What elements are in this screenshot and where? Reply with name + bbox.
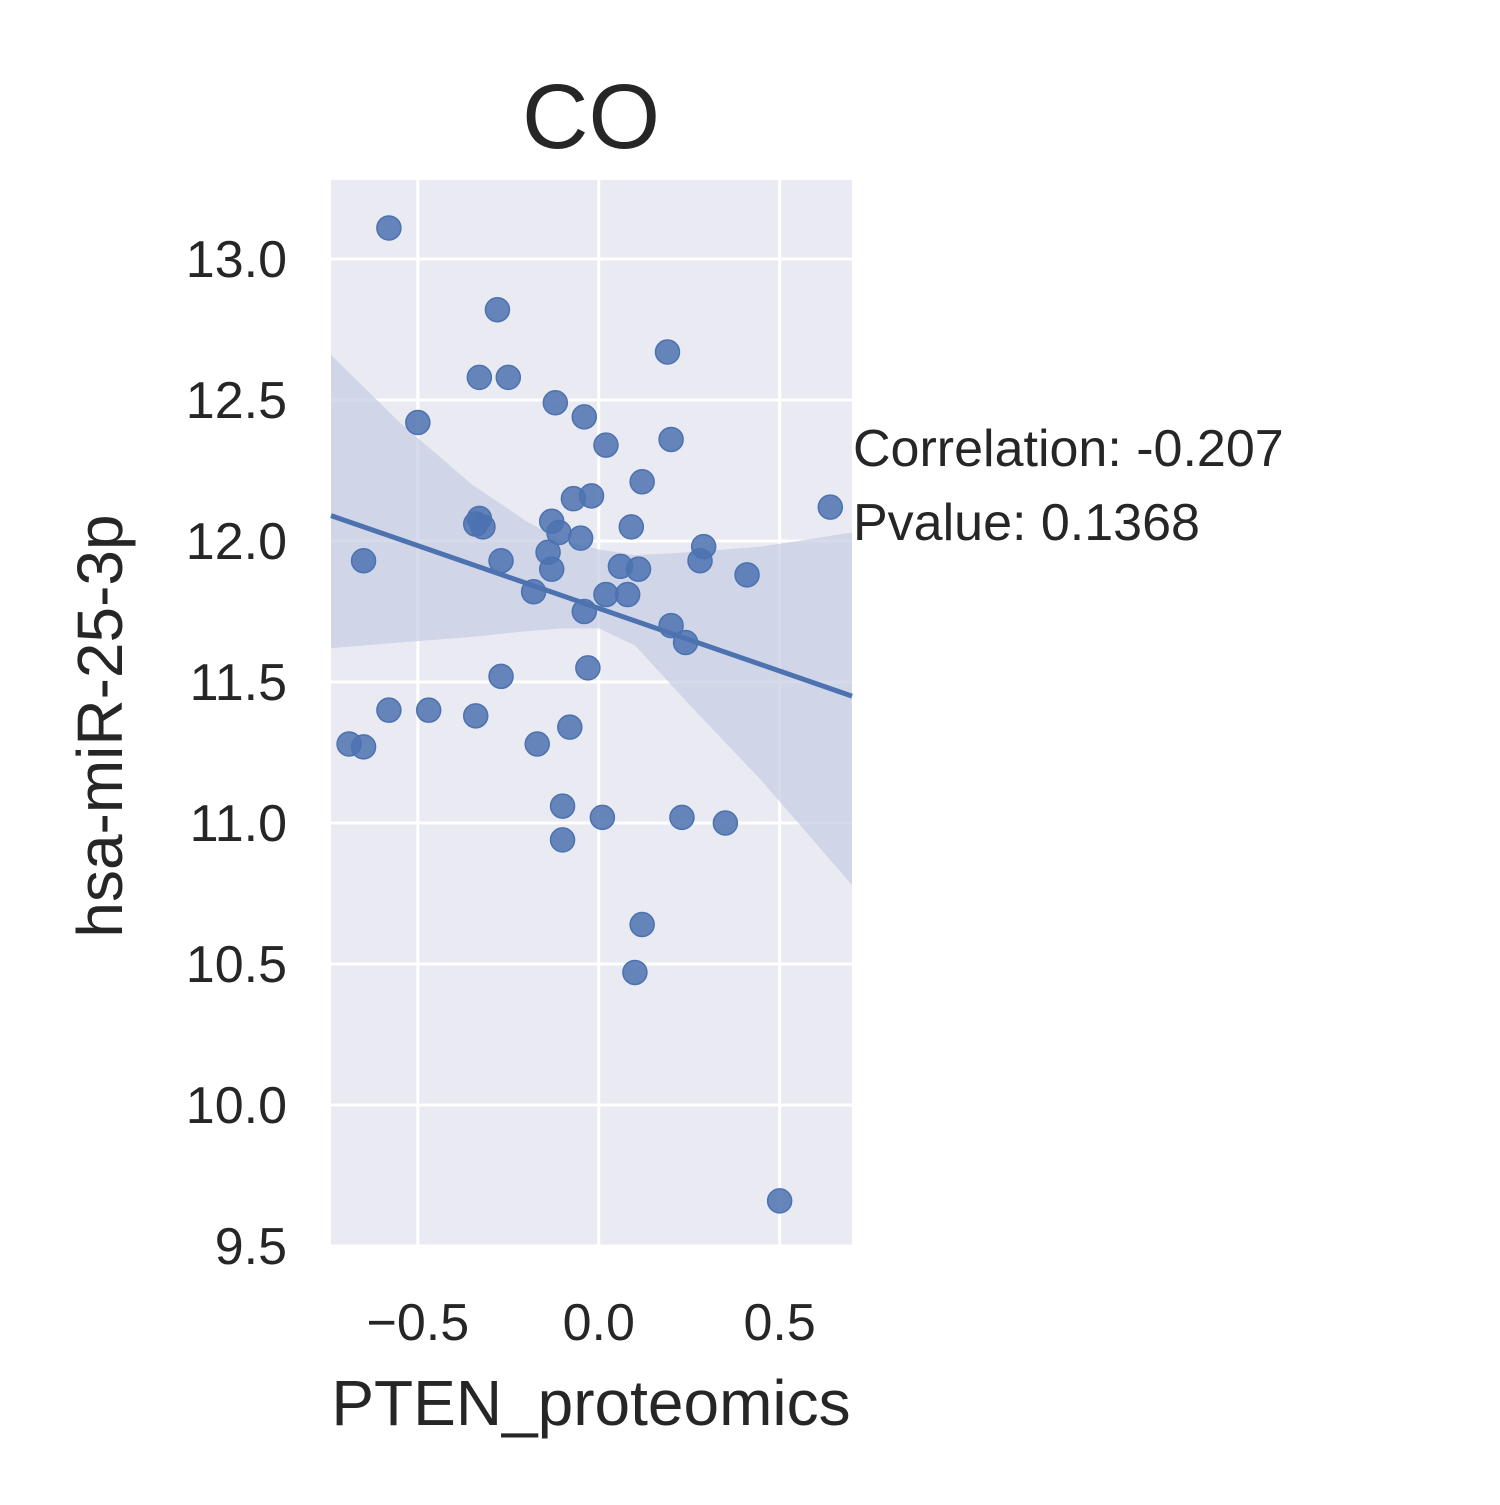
- y-tick-label: 13.0: [186, 231, 287, 289]
- data-point: [614, 581, 641, 608]
- data-points: [336, 215, 844, 1214]
- data-point: [589, 804, 616, 831]
- data-point: [376, 215, 402, 241]
- y-tick-label: 11.5: [190, 654, 287, 712]
- y-tick-labels: 9.5 10.0 10.5 11.0 11.5 12.0 12.5 13.0: [186, 231, 287, 1276]
- data-point: [712, 810, 739, 836]
- data-point: [766, 1188, 793, 1214]
- x-tick-label: −0.5: [367, 1294, 470, 1352]
- data-point: [549, 793, 576, 819]
- data-point: [672, 629, 699, 656]
- data-point: [376, 697, 402, 723]
- x-axis-label: PTEN_proteomics: [331, 1367, 850, 1439]
- data-point: [578, 483, 605, 509]
- y-tick-label: 10.5: [186, 936, 287, 994]
- data-point: [538, 556, 565, 582]
- data-point: [542, 390, 569, 416]
- data-point: [629, 469, 655, 495]
- data-point: [557, 714, 583, 740]
- data-point: [618, 514, 645, 540]
- data-point: [593, 581, 619, 608]
- y-tick-label: 10.0: [186, 1077, 287, 1135]
- data-point: [415, 697, 442, 723]
- data-point: [734, 562, 760, 588]
- data-point: [625, 556, 652, 582]
- correlation-annotation: Correlation: -0.207: [853, 420, 1284, 478]
- data-point: [549, 827, 576, 853]
- data-point: [488, 547, 514, 574]
- data-point: [654, 339, 681, 365]
- data-point: [658, 612, 684, 639]
- data-point: [571, 404, 598, 430]
- data-point: [571, 598, 598, 625]
- x-tick-labels: −0.5 0.0 0.5: [367, 1294, 816, 1352]
- data-point: [593, 432, 619, 458]
- data-point: [488, 663, 514, 690]
- data-point: [462, 511, 489, 537]
- data-point: [495, 364, 522, 391]
- data-point: [524, 731, 550, 757]
- data-point: [462, 703, 489, 729]
- data-point: [575, 655, 601, 681]
- data-point: [817, 494, 844, 520]
- y-tick-label: 11.0: [190, 795, 287, 853]
- data-point: [567, 525, 594, 551]
- data-point: [658, 426, 684, 453]
- data-point: [687, 547, 713, 574]
- data-point: [622, 959, 648, 986]
- data-point: [669, 804, 695, 831]
- x-tick-label: 0.5: [743, 1294, 815, 1352]
- data-point: [350, 734, 377, 760]
- y-tick-label: 9.5: [215, 1218, 287, 1276]
- y-tick-label: 12.5: [186, 372, 287, 430]
- y-tick-label: 12.0: [186, 513, 287, 571]
- x-tick-label: 0.0: [563, 1294, 635, 1352]
- pvalue-annotation: Pvalue: 0.1368: [853, 494, 1200, 552]
- data-point: [629, 911, 655, 938]
- data-point: [350, 547, 377, 574]
- y-axis-label: hsa-miR-25-3p: [64, 514, 136, 937]
- data-point: [484, 296, 511, 323]
- data-point: [520, 578, 547, 605]
- data-point: [405, 409, 431, 436]
- data-point: [466, 364, 493, 391]
- chart-title: CO: [522, 66, 660, 168]
